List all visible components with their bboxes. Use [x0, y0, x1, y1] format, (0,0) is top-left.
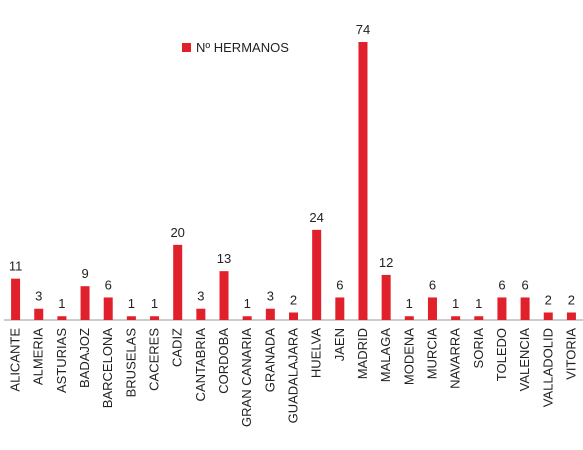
data-label: 20: [170, 225, 184, 240]
data-label: 1: [475, 296, 482, 311]
x-tick-label: MURCIA: [424, 328, 439, 380]
x-tick-label: NAVARRA: [448, 328, 463, 389]
bar: [103, 297, 113, 320]
x-tick-label: CORDOBA: [216, 328, 231, 394]
bar: [312, 229, 322, 320]
bar: [34, 308, 44, 320]
bar: [80, 286, 90, 320]
x-tick-label: VALENCIA: [517, 328, 532, 392]
bar: [381, 274, 391, 320]
legend-label: Nº HERMANOS: [196, 40, 289, 55]
x-tick-label: VITORIA: [563, 328, 578, 380]
x-tick-label: VALLADOLID: [540, 328, 555, 407]
data-label: 3: [267, 289, 274, 304]
bar: [520, 297, 530, 320]
x-tick-label: GRAN CANARIA: [239, 328, 254, 427]
x-tick-label: TOLEDO: [494, 328, 509, 381]
bar: [543, 312, 553, 320]
bar: [289, 312, 298, 320]
data-label: 9: [81, 266, 88, 281]
bar: [11, 278, 21, 320]
data-label: 3: [197, 289, 204, 304]
data-label: 2: [290, 292, 297, 307]
data-label: 6: [429, 277, 436, 292]
data-label: 6: [336, 277, 343, 292]
x-tick-label: JAEN: [332, 328, 347, 361]
bar: [242, 316, 252, 320]
data-label: 2: [545, 292, 552, 307]
data-label: 74: [356, 22, 370, 37]
data-label: 1: [244, 296, 251, 311]
data-label: 2: [568, 292, 575, 307]
bar: [427, 297, 437, 320]
data-label: 1: [406, 296, 413, 311]
x-tick-label: MALAGA: [378, 328, 393, 383]
data-label: 1: [452, 296, 459, 311]
data-label: 6: [105, 277, 112, 292]
x-tick-label: GRANADA: [262, 328, 277, 393]
data-label: 12: [379, 255, 393, 270]
x-tick-label: SORIA: [471, 328, 486, 369]
data-label: 6: [498, 277, 505, 292]
data-label: 1: [128, 296, 135, 311]
x-tick-label: BARCELONA: [100, 328, 115, 409]
x-tick-label: MADRID: [355, 328, 370, 379]
data-label: 1: [151, 296, 158, 311]
bar: [126, 316, 136, 320]
x-tick-label: CADIZ: [170, 328, 185, 367]
x-tick-label: HUELVA: [309, 328, 324, 378]
bar: [196, 308, 206, 320]
data-label: 11: [9, 259, 23, 274]
x-tick-label: ALICANTE: [8, 328, 23, 392]
x-tick-label: CANTABRIA: [193, 328, 208, 402]
x-tick-label: CACERES: [147, 328, 162, 391]
bar: [335, 297, 345, 320]
data-label: 3: [35, 289, 42, 304]
x-tick-label: ASTURIAS: [54, 328, 69, 393]
bar: [404, 316, 414, 320]
bar: [150, 316, 160, 320]
data-label: 1: [58, 296, 65, 311]
bar: [451, 316, 461, 320]
bar: [57, 316, 67, 320]
data-label: 24: [309, 210, 323, 225]
bar: [358, 42, 368, 320]
x-tick-label: GUADALAJARA: [286, 328, 301, 424]
legend-swatch: [182, 43, 191, 52]
bar: [566, 312, 576, 320]
bar: [219, 271, 229, 320]
x-tick-label: MODENA: [401, 328, 416, 385]
bar: [173, 244, 183, 320]
x-tick-label: BRUSELAS: [123, 328, 138, 398]
bar: [474, 316, 484, 320]
x-tick-label: BADAJOZ: [77, 328, 92, 388]
bar: [497, 297, 507, 320]
x-tick-label: ALMERIA: [31, 328, 46, 385]
data-label: 13: [217, 251, 231, 266]
bar: [265, 308, 275, 320]
data-label: 6: [521, 277, 528, 292]
